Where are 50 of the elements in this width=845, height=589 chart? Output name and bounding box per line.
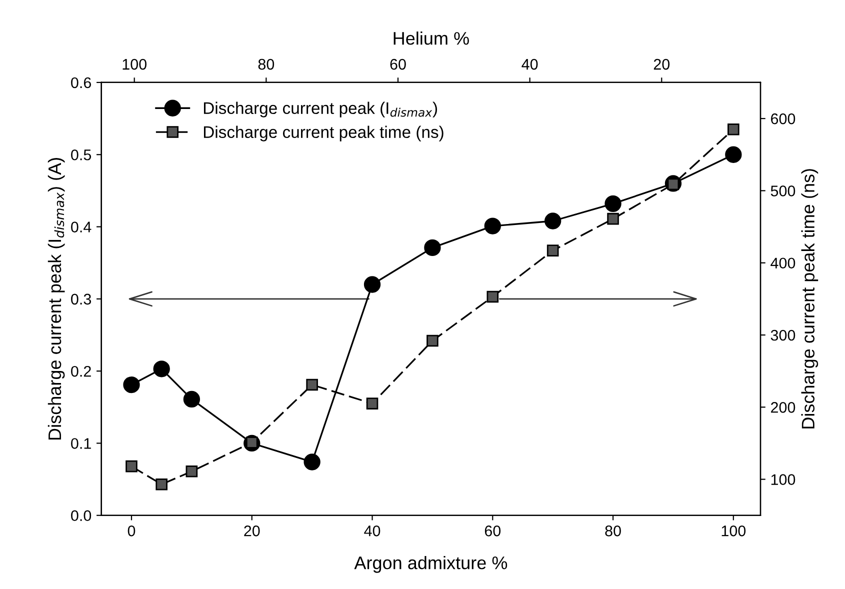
point — [728, 123, 740, 136]
point — [153, 360, 170, 378]
legend-label: Discharge current peak (I$_{dismax}$) — [204, 102, 438, 118]
point — [306, 378, 318, 391]
x-axis-title: Argon admixture % — [354, 556, 508, 573]
y2-tick-label: 200 — [770, 402, 796, 413]
point — [366, 398, 378, 410]
y2-tick-label: 600 — [771, 113, 796, 124]
x2-tick-label: 100 — [122, 58, 147, 70]
x2-axis-title: Helium % — [394, 32, 469, 45]
y2-tick-label: 400 — [770, 258, 796, 269]
y-axis-title: Discharge current peak (I$_{dismax}$) (A) — [48, 158, 65, 440]
y2-tick-label: 500 — [770, 186, 796, 196]
point — [546, 244, 559, 256]
y2-axis-title: Discharge current peak time (ns) — [801, 169, 818, 428]
y-tick-label: 0.6 — [71, 77, 92, 88]
point — [186, 465, 198, 478]
y-tick-label: 0.3 — [71, 294, 92, 305]
y2-tick-label: 100 — [771, 474, 796, 485]
point — [544, 212, 562, 230]
x2-tick-label: 20 — [654, 58, 670, 70]
y-tick-label: 0.4 — [71, 222, 92, 232]
x-tick-label: 60 — [484, 526, 501, 536]
y-tick-label: 0.0 — [71, 510, 92, 522]
point — [484, 218, 501, 234]
point — [156, 478, 168, 490]
x2-tick-label: 40 — [522, 58, 538, 70]
x-tick-label: 20 — [244, 526, 260, 536]
point — [126, 460, 138, 472]
x-tick-label: 80 — [605, 526, 621, 536]
y-tick-label: 0.2 — [71, 366, 91, 377]
point — [183, 390, 200, 408]
point — [725, 146, 742, 163]
x2-tick-label: 80 — [258, 58, 274, 70]
point — [424, 239, 441, 256]
legend-label: Discharge current peak time (ns) — [204, 126, 444, 142]
x-tick-label: 40 — [364, 526, 380, 536]
point — [364, 276, 381, 293]
y-tick-label: 0.1 — [71, 438, 91, 449]
point — [304, 454, 320, 470]
y-tick-label: 0.5 — [71, 149, 92, 160]
point — [426, 334, 438, 347]
x-tick-label: 100 — [722, 526, 746, 536]
point — [486, 290, 499, 303]
x-tick-label: 0 — [128, 526, 136, 536]
x2-tick-label: 60 — [390, 58, 406, 70]
y2-tick-label: 300 — [770, 330, 796, 341]
point — [604, 195, 622, 212]
point — [607, 212, 619, 225]
point — [123, 376, 140, 394]
